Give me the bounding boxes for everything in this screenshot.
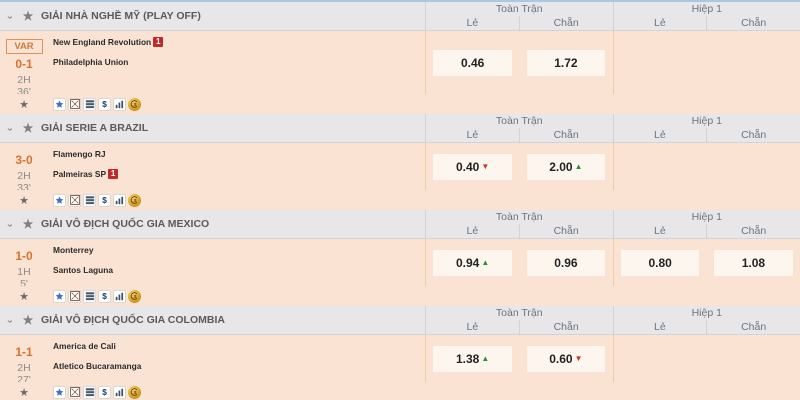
svg-text:S: S — [133, 102, 136, 107]
svg-text:$: $ — [102, 388, 107, 397]
svg-text:$: $ — [102, 100, 107, 109]
svg-text:S: S — [133, 198, 136, 203]
svg-text:$: $ — [102, 292, 107, 301]
svg-text:$: $ — [102, 196, 107, 205]
svg-text:S: S — [133, 390, 136, 395]
svg-text:S: S — [133, 294, 136, 299]
